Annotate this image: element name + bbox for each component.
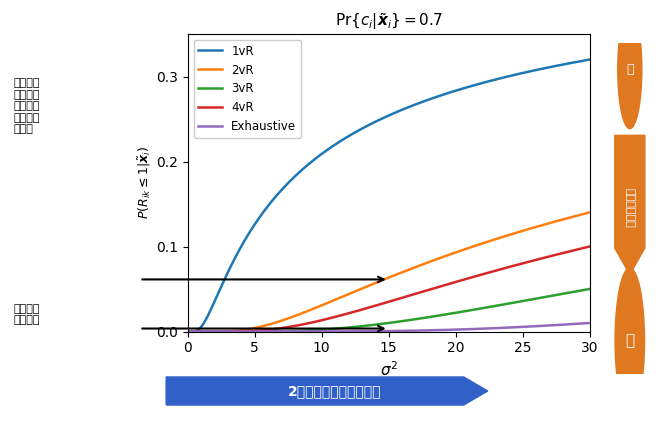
3vR	[375, 322, 383, 327]
Text: 小: 小	[626, 62, 634, 76]
Exhaustive	[377, 329, 385, 334]
2vR	[423, 260, 431, 265]
Circle shape	[615, 268, 645, 414]
1vR	[513, 72, 521, 77]
Exhaustive	[586, 320, 594, 326]
4vR	[401, 295, 409, 300]
3vR	[377, 321, 385, 326]
4vR	[377, 301, 385, 306]
FancyArrow shape	[614, 135, 645, 275]
4vR	[576, 246, 584, 251]
Line: 1vR: 1vR	[188, 60, 590, 332]
3vR	[401, 318, 409, 323]
4vR	[586, 244, 594, 249]
Y-axis label: $P(R_{ik} \leq 1|\tilde{\boldsymbol{x}}_i)$: $P(R_{ik} \leq 1|\tilde{\boldsymbol{x}}_…	[137, 146, 153, 219]
4vR	[375, 302, 383, 307]
2vR	[377, 278, 385, 283]
Line: 4vR: 4vR	[188, 246, 590, 332]
2vR	[184, 329, 192, 334]
1vR	[586, 57, 594, 62]
X-axis label: $\sigma^2$: $\sigma^2$	[380, 361, 397, 380]
Circle shape	[618, 9, 642, 129]
Exhaustive	[401, 328, 409, 333]
3vR	[184, 329, 192, 334]
1vR	[184, 329, 192, 334]
3vR	[576, 288, 584, 293]
3vR	[586, 286, 594, 292]
Exhaustive	[576, 321, 584, 326]
Text: 小: 小	[146, 384, 154, 398]
Title: $\mathrm{Pr}\{c_i|\tilde{\boldsymbol{x}}_i\} = 0.7$: $\mathrm{Pr}\{c_i|\tilde{\boldsymbol{x}}…	[335, 11, 442, 32]
1vR	[377, 116, 385, 122]
2vR	[401, 269, 409, 274]
Legend: 1vR, 2vR, 3vR, 4vR, Exhaustive: 1vR, 2vR, 3vR, 4vR, Exhaustive	[194, 40, 301, 138]
Exhaustive	[184, 329, 192, 334]
1vR	[423, 98, 431, 103]
1vR	[576, 59, 584, 64]
Text: 大: 大	[515, 383, 525, 399]
FancyArrow shape	[166, 377, 488, 405]
Exhaustive	[513, 325, 521, 330]
4vR	[513, 262, 521, 267]
3vR	[423, 315, 431, 320]
Text: 大: 大	[625, 333, 634, 348]
2vR	[513, 230, 521, 235]
Text: 2値分類器の誤差の分散: 2値分類器の誤差の分散	[288, 384, 382, 398]
Line: 2vR: 2vR	[188, 212, 590, 332]
1vR	[401, 106, 409, 111]
Text: 最大事後
確率分類: 最大事後 確率分類	[13, 304, 40, 325]
4vR	[184, 329, 192, 334]
3vR	[513, 300, 521, 305]
Line: 3vR: 3vR	[188, 289, 590, 332]
Text: ハミング距離: ハミング距離	[625, 188, 634, 228]
4vR	[423, 288, 431, 293]
Line: Exhaustive: Exhaustive	[188, 323, 590, 332]
2vR	[586, 210, 594, 215]
1vR	[375, 118, 383, 123]
Exhaustive	[423, 328, 431, 333]
2vR	[375, 279, 383, 284]
Exhaustive	[375, 329, 383, 334]
Text: 最大事後
確率分類
に対して
増加する
誤り率: 最大事後 確率分類 に対して 増加する 誤り率	[13, 78, 40, 134]
2vR	[576, 212, 584, 218]
